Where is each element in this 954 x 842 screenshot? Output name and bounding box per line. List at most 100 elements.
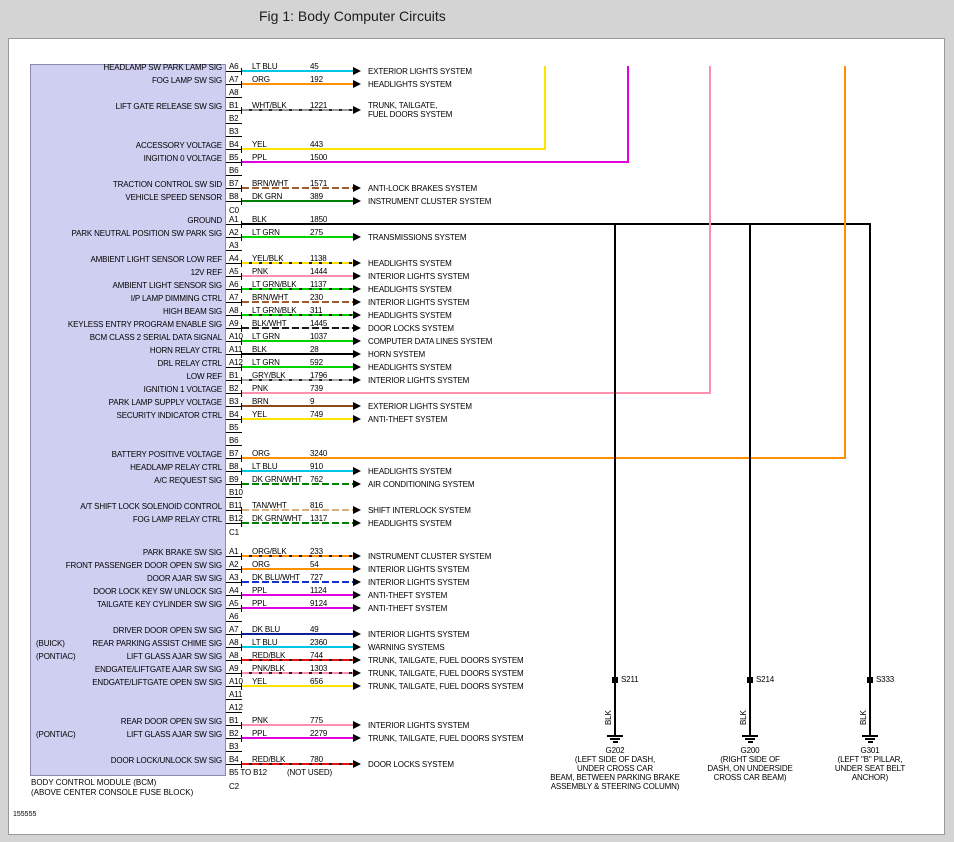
signal-label: FOG LAMP SW SIG [151,76,222,85]
wire-color-label: BRN/WHT [252,179,289,188]
pin-tick [241,286,242,293]
dest-arrow-icon [353,337,361,345]
wire-line [242,314,353,316]
splice-label: S214 [756,675,775,684]
circuit-number: 1137 [310,280,327,289]
pin-label: B4 [229,140,239,149]
wire-line [242,509,353,511]
wire-line [242,340,353,342]
dest-system-label: FUEL DOORS SYSTEM [368,110,453,119]
wire-color-vertical-label: BLK [604,710,613,725]
dest-system-label: EXTERIOR LIGHTS SYSTEM [368,67,472,76]
dest-arrow-icon [353,259,361,267]
connector-label: C0 [229,206,239,215]
pin-stub [226,556,242,557]
pin-stub [226,162,242,163]
pin-label: B5 [229,153,239,162]
circuit-number: 192 [310,75,323,84]
pin-label: B7 [229,179,239,188]
pin-tick [241,260,242,267]
dest-system-label: HEADLIGHTS SYSTEM [368,311,452,320]
dest-arrow-icon [353,591,361,599]
pin-stub [226,188,242,189]
bcm-caption-line1: BODY CONTROL MODULE (BCM) [31,778,157,787]
signal-label: ENDGATE/LIFTGATE OPEN SW SIG [92,678,222,687]
ground-symbol-icon [747,741,753,743]
dest-system-label: HEADLIGHTS SYSTEM [368,519,452,528]
dest-system-label: INSTRUMENT CLUSTER SYSTEM [368,552,492,561]
signal-label: DRIVER DOOR OPEN SW SIG [112,626,222,635]
wire-color-label: PPL [252,153,267,162]
wire-color-label: LT BLU [252,638,278,647]
signal-label: LIFT GLASS AJAR SW SIG [126,652,222,661]
signal-make-prefix: (PONTIAC) [36,652,76,661]
pin-tick [241,68,242,75]
pin-tick [241,351,242,358]
pin-label: A10 [229,677,243,686]
dest-system-label: INTERIOR LIGHTS SYSTEM [368,272,470,281]
signal-label: REAR DOOR OPEN SW SIG [120,717,222,726]
pin-label: B4 [229,410,239,419]
wire-line [242,301,353,303]
pin-stub [226,621,242,622]
wire-line [242,288,353,290]
pin-label: B6 [229,166,239,175]
signal-label: FOG LAMP RELAY CTRL [132,515,222,524]
pin-tick [241,507,242,514]
dest-system-label: WARNING SYSTEMS [368,643,445,652]
dest-arrow-icon [353,565,361,573]
signal-label: ACCESSORY VOLTAGE [135,141,222,150]
wire-line [242,161,629,163]
pin-label: A4 [229,254,239,263]
signal-label: VEHICLE SPEED SENSOR [125,193,222,202]
dest-system-label: TRUNK, TAILGATE, FUEL DOORS SYSTEM [368,656,524,665]
circuit-number: 780 [310,755,323,764]
dest-system-label: ANTI-THEFT SYSTEM [368,415,448,424]
dest-system-label: EXTERIOR LIGHTS SYSTEM [368,402,472,411]
ground-location-label: ANCHOR) [851,773,889,782]
pin-label: A2 [229,228,239,237]
wire-color-label: DK BLU [252,625,280,634]
pin-label: A1 [229,215,239,224]
pin-tick [241,234,242,241]
wire-color-label: LT GRN [252,228,280,237]
pin-label: B2 [229,384,239,393]
pin-tick [241,579,242,586]
dest-system-label: TRUNK, TAILGATE, FUEL DOORS SYSTEM [368,669,524,678]
ground-location-label: UNDER CROSS CAR [577,764,653,773]
dest-arrow-icon [353,734,361,742]
circuit-number: 1500 [310,153,328,162]
pin-tick [241,107,242,114]
signal-label: KEYLESS ENTRY PROGRAM ENABLE SIG [67,320,222,329]
signal-label: 12V REF [190,268,223,277]
wire-color-label: LT GRN [252,358,280,367]
wire-line [242,522,353,524]
signal-label: PARK LAMP SUPPLY VOLTAGE [108,398,222,407]
dest-system-label: HEADLIGHTS SYSTEM [368,467,452,476]
ground-name-label: G202 [605,746,625,755]
dest-system-label: INTERIOR LIGHTS SYSTEM [368,630,470,639]
pin-label: A10 [229,332,243,341]
pin-tick [241,312,242,319]
pin-stub [226,110,242,111]
signal-label: LOW REF [186,372,223,381]
wire-color-label: BLK [252,345,267,354]
pin-label: A5 [229,599,239,608]
pin-label: A8 [229,638,239,647]
pin-stub [226,328,242,329]
wire-line-vertical [627,66,629,162]
signal-label: ENDGATE/LIFTGATE AJAR SW SIG [94,665,222,674]
wire-color-label: YEL [252,410,267,419]
ground-location-label: (RIGHT SIDE OF [720,755,780,764]
circuit-number: 49 [310,625,319,634]
signal-label: HORN RELAY CTRL [149,346,222,355]
wire-color-label: LT GRN/BLK [252,280,297,289]
dest-system-label: INTERIOR LIGHTS SYSTEM [368,376,470,385]
pin-label: B10 [229,488,243,497]
pin-stub [226,595,242,596]
wire-line [242,568,353,570]
pin-label: A5 [229,267,239,276]
circuit-number: 656 [310,677,323,686]
pin-stub [226,458,242,459]
signal-label: A/T SHIFT LOCK SOLENOID CONTROL [80,502,222,511]
